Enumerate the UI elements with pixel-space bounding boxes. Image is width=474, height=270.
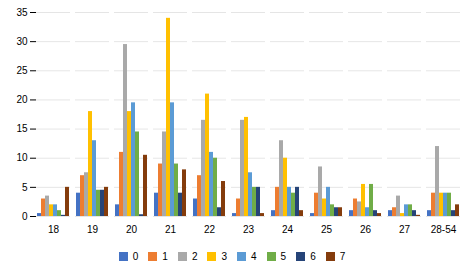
html-text:5: 5 [280, 251, 287, 262]
html-text:2: 2 [191, 251, 198, 262]
svg-text:18: 18 [48, 224, 60, 235]
html-text:1: 1 [162, 251, 168, 262]
html-text:4: 4 [251, 251, 257, 262]
svg-text:26: 26 [360, 224, 372, 235]
svg-text:27: 27 [399, 224, 411, 235]
html-text:3: 3 [221, 251, 227, 262]
svg-text:20: 20 [16, 94, 28, 105]
svg-text:10: 10 [16, 152, 28, 163]
svg-text:30: 30 [16, 36, 28, 47]
svg-text:28-54: 28-54 [431, 224, 457, 235]
svg-text:25: 25 [16, 65, 28, 76]
html-text:0: 0 [132, 251, 139, 262]
svg-text:35: 35 [16, 7, 28, 18]
svg-text:0: 0 [22, 211, 28, 222]
svg-text:23: 23 [243, 224, 255, 235]
svg-text:20: 20 [126, 224, 138, 235]
svg-text:21: 21 [165, 224, 177, 235]
svg-text:15: 15 [16, 123, 28, 134]
html-text:6: 6 [310, 251, 316, 262]
html-text:7: 7 [339, 251, 346, 262]
svg-text:22: 22 [204, 224, 216, 235]
svg-text:19: 19 [87, 224, 99, 235]
svg-text:24: 24 [282, 224, 294, 235]
svg-text:5: 5 [22, 182, 28, 193]
svg-text:25: 25 [321, 224, 333, 235]
